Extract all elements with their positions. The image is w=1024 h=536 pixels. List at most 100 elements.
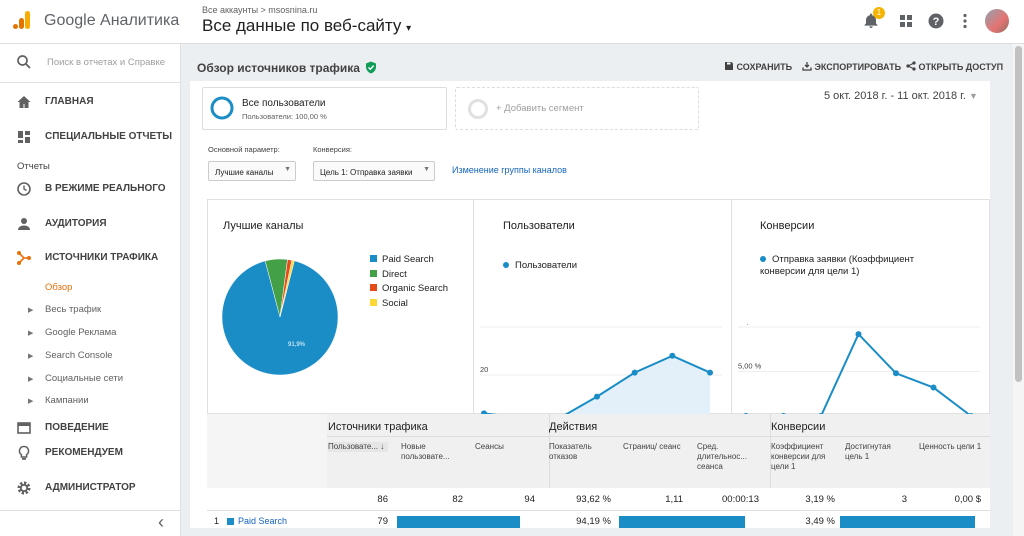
col-header-users[interactable]: Пользовате... ↓ <box>328 442 388 452</box>
add-segment-button[interactable]: + Добавить сегмент <box>455 87 699 130</box>
expand-arrow-icon[interactable]: ▶ <box>28 307 34 314</box>
sidebar-item-all-traffic[interactable]: Весь трафик <box>45 304 102 315</box>
reports-heading: Отчеты <box>17 161 50 172</box>
sort-arrow-icon: ↓ <box>378 442 385 451</box>
channel-color-icon <box>227 518 234 525</box>
segment-all-users[interactable]: Все пользователи Пользователи: 100,00 % <box>202 87 447 130</box>
col-header-avg-duration[interactable]: Сред. длительнос... сеанса <box>697 442 747 471</box>
sidebar-item-label: В РЕЖИМЕ РЕАЛЬНОГО <box>45 183 166 194</box>
data-point <box>855 331 862 338</box>
more-vert-icon[interactable] <box>956 12 974 30</box>
total-goal-value: 0,00 $ <box>954 494 981 505</box>
scrollbar-thumb[interactable] <box>1015 46 1022 382</box>
sidebar-item-home[interactable]: ГЛАВНАЯ <box>0 92 181 112</box>
data-point <box>893 370 899 377</box>
sidebar-item-audience[interactable]: АУДИТОРИЯ <box>0 214 181 234</box>
share-button[interactable]: ОТКРЫТЬ ДОСТУП <box>906 60 1003 72</box>
data-point <box>930 384 937 391</box>
date-range-picker[interactable]: 5 окт. 2018 г. - 11 окт. 2018 г. ▼ <box>824 90 978 102</box>
sidebar-item-admin[interactable]: АДМИНИСТРАТОР <box>0 478 181 498</box>
total-sessions: 94 <box>524 494 535 505</box>
data-point <box>594 393 600 400</box>
sidebar-item-discover[interactable]: РЕКОМЕНДУЕМ <box>0 443 181 463</box>
sidebar-search[interactable]: Поиск в отчетах и Справке <box>0 52 181 72</box>
series-line <box>746 332 972 417</box>
col-header-conv-rate[interactable]: Коэффициент конверсии для цели 1 <box>771 442 826 471</box>
col-header-goal-completions[interactable]: Достигнутая цель 1 <box>845 442 891 461</box>
sidebar-item-label: РЕКОМЕНДУЕМ <box>45 447 123 458</box>
row-users: 79 <box>377 516 388 527</box>
sidebar-item-acquisition[interactable]: ИСТОЧНИКИ ТРАФИКА <box>0 248 181 268</box>
home-icon <box>17 96 31 108</box>
conversions-chart-title: Конверсии <box>760 220 815 232</box>
legend-item: Paid Search <box>370 254 448 269</box>
conversion-select[interactable]: Цель 1: Отправка заявки ▼ <box>313 161 435 181</box>
search-placeholder: Поиск в отчетах и Справке <box>47 57 166 68</box>
expand-arrow-icon[interactable]: ▶ <box>28 330 34 337</box>
caret-down-icon: ▼ <box>423 166 430 173</box>
search-icon <box>17 55 31 69</box>
conversions-legend: Отправка заявки (Коэффициент конверсии д… <box>760 254 960 278</box>
apps-grid-icon[interactable] <box>897 12 915 30</box>
users-bar <box>397 516 520 528</box>
col-header-sessions[interactable]: Сеансы <box>475 442 504 451</box>
users-legend: Пользователи <box>503 260 577 271</box>
save-button[interactable]: СОХРАНИТЬ <box>724 60 792 72</box>
sidebar-item-campaigns[interactable]: Кампании <box>45 395 89 406</box>
expand-arrow-icon[interactable]: ▶ <box>28 398 34 405</box>
sidebar-item-google-ads[interactable]: Google Реклама <box>45 327 117 338</box>
y-tick-label: 10,00 % <box>738 324 766 326</box>
legend-item: Direct <box>370 269 448 284</box>
legend-swatch-icon <box>370 255 377 262</box>
report-card: Все пользователи Пользователи: 100,00 % … <box>190 81 990 528</box>
sidebar: Поиск в отчетах и Справке ГЛАВНАЯ СПЕЦИА… <box>0 44 181 536</box>
avatar[interactable] <box>985 9 1009 33</box>
legend-label: Direct <box>382 268 407 280</box>
sidebar-item-overview[interactable]: Обзор <box>45 282 73 293</box>
legend-label: Пользователи <box>515 260 578 271</box>
pie-slice <box>279 259 295 318</box>
sidebar-item-realtime[interactable]: В РЕЖИМЕ РЕАЛЬНОГО <box>0 179 181 199</box>
lightbulb-icon <box>18 445 30 460</box>
data-point <box>631 369 638 376</box>
svg-text:?: ? <box>933 16 940 28</box>
divider <box>731 199 732 414</box>
total-goal-completions: 3 <box>901 494 907 505</box>
conv-bar <box>840 516 975 528</box>
expand-arrow-icon[interactable]: ▶ <box>28 353 34 360</box>
group-header-behavior: Действия <box>549 421 598 433</box>
y-tick-label: 20 <box>480 365 488 374</box>
conversion-label: Конверсия: <box>313 145 353 154</box>
sidebar-item-custom[interactable]: СПЕЦИАЛЬНЫЕ ОТЧЕТЫ <box>0 127 181 147</box>
dashboard-icon <box>18 131 30 143</box>
add-segment-label: + Добавить сегмент <box>496 103 584 114</box>
legend-swatch-icon <box>370 284 377 291</box>
gear-icon <box>17 481 31 495</box>
col-header-pages-session[interactable]: Страниц/ сеанс <box>623 442 681 451</box>
divider <box>0 510 181 511</box>
help-icon[interactable]: ? <box>927 12 945 30</box>
property-selector[interactable]: Все данные по веб-сайту ▾ <box>202 16 412 35</box>
y-tick-label: 40 <box>480 324 488 326</box>
sidebar-item-label: АДМИНИСТРАТОР <box>45 482 136 493</box>
primary-dimension-select[interactable]: Лучшие каналы ▼ <box>208 161 296 181</box>
collapse-sidebar-icon[interactable]: ‹ <box>158 512 164 532</box>
legend-item: Organic Search <box>370 283 448 298</box>
expand-arrow-icon[interactable]: ▶ <box>28 376 34 383</box>
clock-icon <box>17 182 31 196</box>
sidebar-item-behavior[interactable]: ПОВЕДЕНИЕ <box>0 418 181 438</box>
col-header-goal-value[interactable]: Ценность цели 1 <box>919 442 982 451</box>
export-button[interactable]: ЭКСПОРТИРОВАТЬ <box>802 60 901 72</box>
sidebar-item-label: ГЛАВНАЯ <box>45 96 94 107</box>
scrollbar[interactable] <box>1013 44 1024 536</box>
verified-shield-icon <box>366 61 377 74</box>
edit-channel-grouping-link[interactable]: Изменение группы каналов <box>452 165 567 175</box>
sidebar-item-social[interactable]: Социальные сети <box>45 373 124 384</box>
channel-link[interactable]: Paid Search <box>238 516 288 526</box>
pie-slice-label: 91,9% <box>288 342 306 348</box>
pie-legend: Paid Search Direct Organic Search Social <box>370 254 448 312</box>
sidebar-item-search-console[interactable]: Search Console <box>45 350 113 361</box>
col-header-bounce-rate[interactable]: Показатель отказов <box>549 442 592 461</box>
col-header-new-users[interactable]: Новые пользовате... <box>401 442 450 461</box>
breadcrumb[interactable]: Все аккаунты > msosnina.ru <box>202 5 318 15</box>
